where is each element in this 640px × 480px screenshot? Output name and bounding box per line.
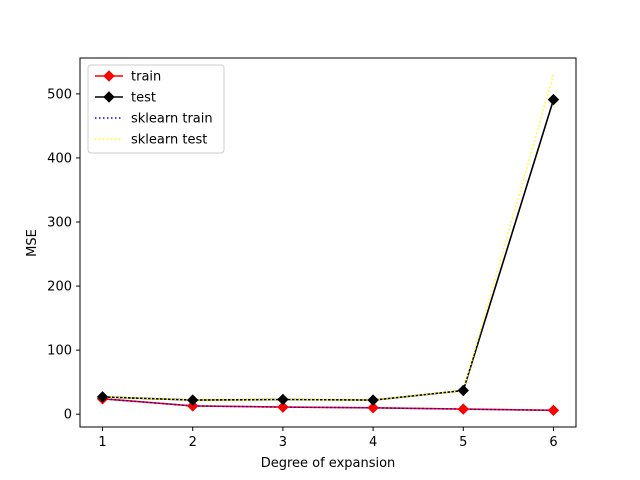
point-test-1 — [96, 391, 109, 403]
x-axis-label: Degree of expansion — [261, 456, 396, 471]
x-tick-label-2: 2 — [189, 435, 197, 450]
legend-box — [87, 64, 225, 154]
legend: train test sklearn train sklearn test — [87, 64, 225, 154]
x-tick-label-3: 3 — [279, 435, 287, 450]
y-tick-label-400: 400 — [47, 151, 72, 166]
point-train-4 — [367, 402, 379, 414]
point-train-5 — [457, 403, 469, 415]
point-train-6 — [547, 404, 560, 417]
legend-label-train: train — [131, 70, 161, 85]
y-tick-label-300: 300 — [47, 216, 72, 231]
point-test-6 — [547, 93, 560, 106]
y-axis-label: MSE — [25, 229, 40, 257]
legend-label-sklearn-test: sklearn test — [131, 133, 207, 148]
axes: 1 2 3 4 5 6 0 100 200 300 400 500 — [47, 57, 577, 450]
legend-marker-test — [103, 91, 115, 103]
legend-marker-train — [103, 70, 115, 82]
legend-label-sklearn-train: sklearn train — [131, 112, 213, 127]
point-test-3 — [277, 393, 289, 406]
point-test-5 — [457, 384, 469, 397]
point-test-2 — [187, 394, 199, 406]
series-line-test — [102, 99, 555, 401]
y-tick-label-0: 0 — [64, 408, 72, 423]
y-tick-label-100: 100 — [47, 344, 72, 359]
series-line-sklearn-train — [102, 398, 554, 412]
legend-label-test: test — [131, 91, 156, 106]
plot-area — [96, 74, 560, 417]
y-tick-label-200: 200 — [47, 280, 72, 295]
x-tick-label-1: 1 — [98, 435, 106, 450]
x-tick-label-5: 5 — [459, 435, 467, 450]
point-train-3 — [277, 401, 289, 413]
x-tick-label-4: 4 — [369, 435, 377, 450]
point-test-4 — [367, 394, 379, 406]
series-line-sklearn-test — [102, 74, 555, 401]
axes-frame — [79, 57, 577, 428]
y-tick-label-500: 500 — [47, 87, 72, 102]
x-tick-label-6: 6 — [549, 435, 557, 450]
point-train-2 — [187, 400, 199, 412]
